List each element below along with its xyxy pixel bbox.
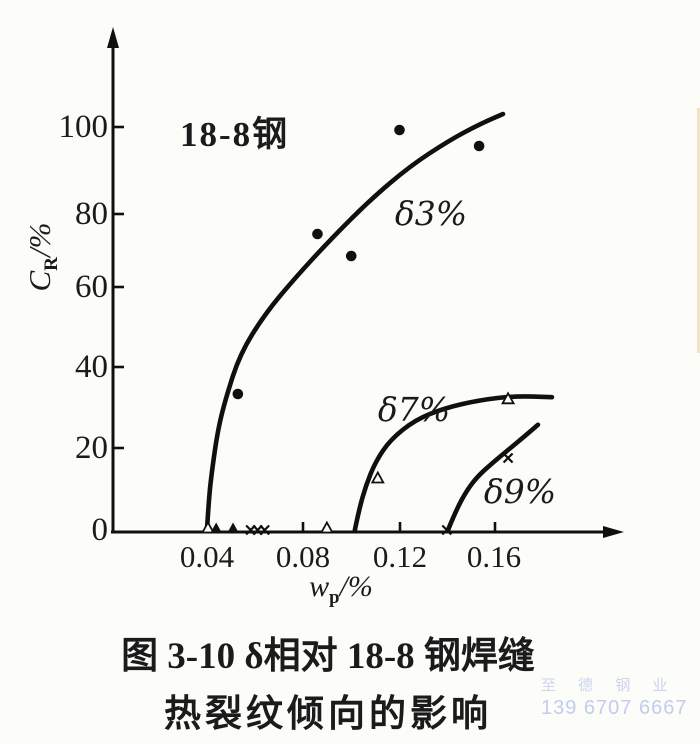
y-axis-ticks (114, 125, 124, 450)
baseline-marker (319, 520, 334, 534)
y-tick-label-20: 20 (75, 430, 108, 466)
y-axis-title: CR/% (22, 222, 63, 292)
data-point-series-0 (345, 250, 357, 262)
baseline-marker (210, 522, 222, 533)
y-tick-label-0: 0 (91, 512, 109, 548)
steel-type-annotation: 18-8钢 (180, 115, 290, 154)
data-markers (200, 124, 516, 536)
caption-line-1: 图 3-10 δ相对 18-8 钢焊缝 (121, 636, 535, 677)
y-tick-label-40: 40 (75, 349, 108, 385)
baseline-marker (441, 524, 453, 536)
x-axis-title: wp/% (309, 570, 373, 608)
curve-series-0 (204, 111, 506, 533)
scan-edge-artifact (697, 108, 700, 353)
y-tick-label-100: 100 (58, 109, 109, 145)
curve-series-1 (352, 394, 555, 533)
series-label-delta3: δ3% (394, 194, 468, 233)
curve-series-2 (445, 422, 541, 533)
watermark: 至 德 钢 业 139 6707 6667 (541, 674, 687, 720)
baseline-marker (259, 524, 270, 536)
watermark-company: 至 德 钢 业 (541, 677, 677, 694)
series-label-delta7: δ7% (377, 390, 451, 429)
x-tick-label-008: 0.08 (275, 539, 331, 574)
figure-caption: 图 3-10 δ相对 18-8 钢焊缝 热裂纹倾向的影响 (0, 628, 656, 744)
data-point-series-2 (502, 452, 514, 464)
y-tick-label-80: 80 (75, 196, 108, 232)
data-curves (204, 111, 555, 533)
data-point-series-1 (501, 391, 516, 405)
data-point-series-0 (232, 388, 244, 400)
data-point-series-1 (370, 470, 385, 484)
plot-area (107, 27, 624, 538)
data-point-series-0 (312, 228, 323, 240)
y-axis-arrow-icon (107, 27, 119, 48)
watermark-phone: 139 6707 6667 (541, 697, 688, 719)
data-point-series-0 (473, 140, 485, 152)
caption-line-2: 热裂纹倾向的影响 (164, 694, 492, 735)
x-tick-label-004: 0.04 (179, 539, 235, 574)
x-tick-label-012: 0.12 (372, 539, 428, 574)
baseline-marker (227, 522, 239, 533)
x-tick-label-016: 0.16 (466, 539, 522, 574)
series-label-delta9: δ9% (483, 472, 557, 511)
x-axis-arrow-icon (603, 526, 624, 538)
y-tick-label-60: 60 (75, 269, 108, 305)
data-point-series-0 (394, 124, 405, 136)
baseline-marker (200, 520, 215, 534)
